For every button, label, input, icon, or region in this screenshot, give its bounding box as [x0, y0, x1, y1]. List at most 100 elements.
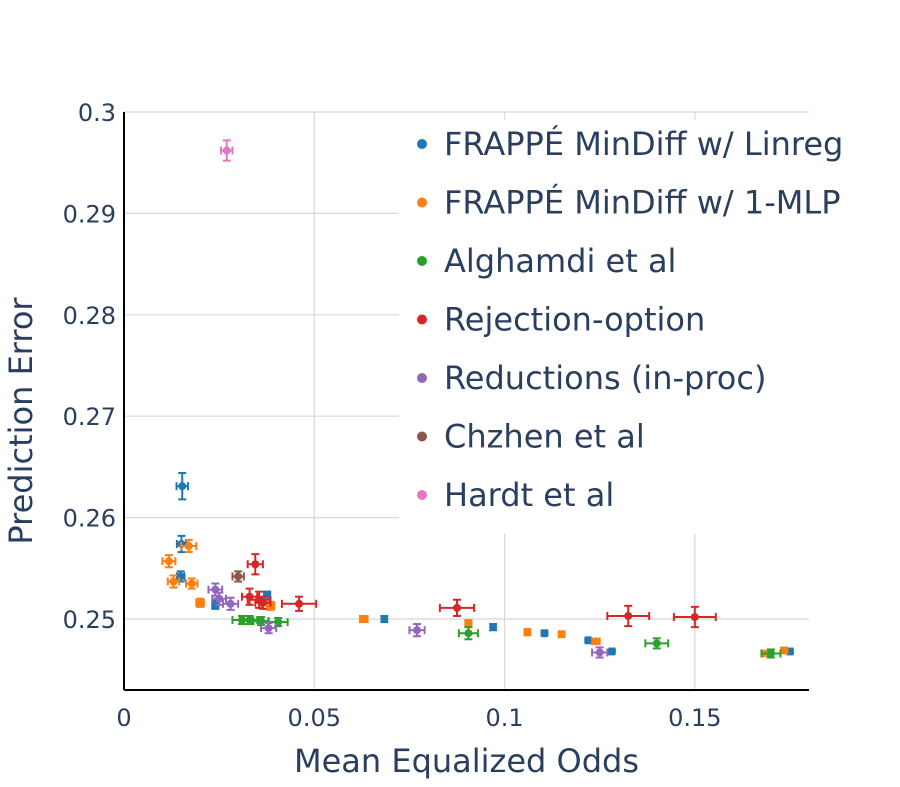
data-marker	[464, 619, 473, 628]
data-point	[260, 622, 278, 635]
data-point	[280, 595, 318, 612]
data-point	[358, 614, 369, 624]
data-point	[220, 139, 234, 162]
legend-item: Reductions (in-proc)	[417, 359, 766, 397]
data-marker	[184, 542, 193, 551]
legend-marker	[417, 431, 427, 442]
data-point	[252, 615, 270, 627]
legend-label: Rejection-option	[444, 301, 705, 339]
series-6	[220, 139, 234, 162]
data-point	[540, 629, 549, 638]
y-tick-label: 0.25	[63, 606, 116, 634]
data-marker	[178, 482, 187, 491]
data-marker	[234, 572, 243, 581]
data-marker	[464, 629, 473, 638]
y-tick-label: 0.28	[63, 302, 116, 330]
series-5	[231, 570, 245, 583]
data-point	[489, 623, 498, 632]
legend-label: Alghamdi et al	[444, 242, 676, 280]
data-marker	[211, 585, 220, 594]
legend-item: FRAPPÉ MinDiff w/ Linreg	[417, 125, 843, 163]
data-point	[438, 598, 476, 617]
legend-marker	[417, 373, 427, 383]
data-point	[591, 637, 601, 646]
legend-background	[399, 120, 879, 534]
axes	[123, 112, 809, 691]
legend-item: Chzhen et al	[417, 418, 645, 456]
data-point	[246, 553, 264, 576]
data-marker	[176, 572, 185, 581]
legend-marker	[417, 139, 427, 149]
legend-item: Rejection-option	[417, 301, 705, 339]
data-marker	[258, 598, 267, 607]
data-point	[780, 646, 789, 655]
x-axis-title: Mean Equalized Odds	[294, 742, 639, 780]
data-marker	[540, 629, 549, 638]
data-marker	[624, 611, 633, 620]
data-point	[166, 574, 181, 589]
data-point	[607, 647, 616, 656]
data-point	[185, 577, 199, 590]
data-marker	[196, 598, 205, 607]
legend-marker	[417, 256, 427, 266]
y-axis-title: Prediction Error	[2, 297, 40, 545]
data-marker	[295, 599, 304, 608]
data-marker	[523, 628, 532, 637]
x-tick-label: 0.15	[668, 704, 721, 732]
data-point	[523, 628, 532, 637]
y-tick-label: 0.27	[63, 403, 116, 431]
x-tick-label: 0	[116, 704, 131, 732]
data-point	[254, 595, 272, 610]
series-2	[231, 614, 782, 659]
data-point	[557, 630, 566, 639]
data-marker	[489, 623, 498, 632]
data-marker	[187, 579, 196, 588]
legend-label: Reductions (in-proc)	[444, 359, 766, 397]
data-marker	[264, 624, 273, 633]
data-point	[221, 596, 240, 611]
data-point	[240, 614, 259, 626]
data-marker	[584, 636, 593, 645]
data-point	[760, 648, 782, 659]
data-point	[584, 636, 593, 645]
data-point	[606, 604, 651, 628]
data-point	[175, 570, 186, 583]
data-marker	[226, 599, 235, 608]
legend: FRAPPÉ MinDiff w/ Linreg FRAPPÉ MinDiff w…	[399, 120, 879, 534]
legend-label: Hardt et al	[444, 476, 614, 514]
legend-marker	[417, 314, 427, 325]
data-marker	[380, 615, 389, 624]
legend-marker	[417, 490, 427, 500]
data-point	[672, 605, 717, 629]
data-marker	[257, 617, 265, 626]
data-point	[464, 619, 473, 628]
series-4	[207, 582, 609, 659]
data-point	[195, 597, 205, 608]
data-points	[161, 139, 794, 659]
data-marker	[274, 618, 283, 627]
legend-item: Alghamdi et al	[417, 242, 676, 280]
data-point	[408, 623, 426, 638]
data-marker	[780, 646, 789, 655]
legend-label: Chzhen et al	[444, 418, 645, 456]
data-point	[175, 471, 189, 501]
y-tick-label: 0.29	[63, 200, 116, 228]
legend-item: FRAPPÉ MinDiff w/ 1-MLP	[417, 184, 841, 222]
legend-item: Hardt et al	[417, 476, 614, 514]
y-tick-label: 0.26	[63, 505, 116, 533]
data-marker	[222, 146, 231, 155]
data-marker	[766, 649, 775, 658]
tick-labels: 0 0.05 0.1 0.15 0.25 0.26 0.27 0.28 0.29 0.3	[63, 99, 722, 732]
data-point	[644, 637, 670, 650]
data-marker	[452, 603, 461, 612]
data-marker	[557, 630, 566, 639]
legend-label: FRAPPÉ MinDiff w/ 1-MLP	[444, 184, 841, 222]
data-marker	[169, 577, 178, 586]
data-marker	[690, 612, 699, 621]
data-point	[591, 646, 609, 659]
y-tick-label: 0.3	[78, 99, 116, 127]
data-marker	[413, 626, 422, 635]
data-marker	[245, 616, 254, 625]
legend-label: FRAPPÉ MinDiff w/ Linreg	[444, 125, 843, 163]
